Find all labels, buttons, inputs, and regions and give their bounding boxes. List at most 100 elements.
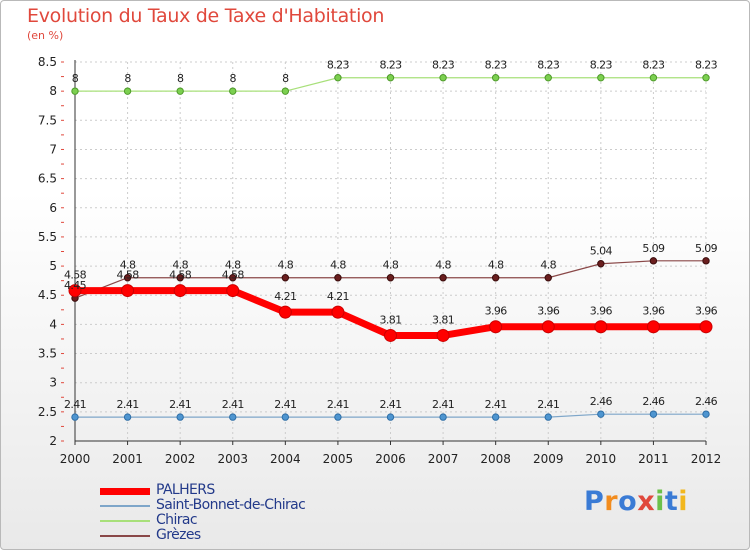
y-tick-label: 7	[49, 142, 57, 156]
legend-label: PALHERS	[156, 482, 215, 498]
x-tick-label: 2006	[375, 452, 406, 466]
data-point-saint-bonnet-de-chirac	[491, 413, 500, 421]
data-point-grezes	[597, 260, 605, 268]
data-point-saint-bonnet-de-chirac	[281, 413, 290, 421]
data-label-chirac: 8.23	[327, 59, 350, 72]
data-label-saint-bonnet-de-chirac: 2.41	[485, 398, 507, 411]
x-tick-label: 2004	[270, 452, 301, 466]
data-label-palhers: 3.96	[537, 305, 560, 318]
data-label-palhers: 3.81	[379, 313, 401, 326]
data-point-saint-bonnet-de-chirac	[71, 413, 79, 421]
data-point-grezes	[281, 274, 290, 282]
data-point-grezes	[649, 257, 658, 265]
data-label-palhers: 3.96	[590, 305, 613, 318]
data-point-chirac	[649, 74, 658, 82]
data-label-grezes: 5.04	[590, 245, 613, 258]
data-label-saint-bonnet-de-chirac: 2.41	[432, 398, 454, 411]
data-point-grezes	[702, 257, 710, 265]
y-tick-label: 6	[49, 201, 57, 215]
chart-title: Evolution du Taux de Taxe d'Habitation	[27, 5, 385, 27]
data-label-grezes: 4.8	[488, 259, 504, 272]
data-point-chirac	[597, 74, 605, 82]
data-point-palhers	[278, 305, 292, 319]
data-point-palhers	[173, 284, 187, 298]
data-label-palhers: 4.21	[327, 290, 349, 303]
data-point-saint-bonnet-de-chirac	[649, 410, 658, 418]
logo-letter: r	[604, 486, 619, 517]
proxiti-logo: Proxiti	[584, 486, 688, 517]
data-point-grezes	[439, 274, 447, 282]
data-point-grezes	[229, 274, 237, 282]
data-label-saint-bonnet-de-chirac: 2.46	[695, 395, 718, 408]
data-point-palhers	[541, 320, 555, 334]
data-label-saint-bonnet-de-chirac: 2.41	[327, 398, 349, 411]
y-tick-label: 4	[49, 317, 57, 331]
data-label-saint-bonnet-de-chirac: 2.46	[590, 395, 613, 408]
data-point-palhers	[331, 305, 345, 319]
data-point-chirac	[702, 74, 710, 82]
legend-label: Chirac	[156, 512, 198, 528]
y-tick-label: 8	[49, 84, 57, 98]
data-label-chirac: 8	[124, 72, 131, 85]
y-tick-label: 5	[49, 259, 57, 273]
data-point-saint-bonnet-de-chirac	[439, 413, 447, 421]
data-point-palhers	[384, 328, 397, 342]
data-label-chirac: 8.23	[485, 59, 508, 72]
data-label-chirac: 8.23	[432, 59, 455, 72]
data-label-saint-bonnet-de-chirac: 2.41	[379, 398, 401, 411]
x-tick-label: 2002	[165, 452, 196, 466]
x-tick-label: 2007	[428, 452, 459, 466]
data-point-chirac	[544, 74, 552, 82]
data-label-grezes: 5.09	[642, 242, 665, 255]
data-label-palhers: 3.96	[695, 305, 718, 318]
data-point-chirac	[386, 74, 395, 82]
data-point-saint-bonnet-de-chirac	[597, 410, 605, 418]
data-point-saint-bonnet-de-chirac	[123, 413, 132, 421]
data-label-grezes: 4.8	[225, 259, 241, 272]
data-point-grezes	[491, 274, 500, 282]
data-label-saint-bonnet-de-chirac: 2.41	[274, 398, 296, 411]
y-tick-label: 8.5	[38, 55, 57, 69]
data-label-chirac: 8	[282, 72, 289, 85]
data-point-palhers	[436, 328, 450, 342]
data-label-saint-bonnet-de-chirac: 2.41	[64, 398, 86, 411]
data-label-palhers: 3.81	[432, 313, 454, 326]
x-tick-label: 2008	[480, 452, 511, 466]
data-label-grezes: 4.8	[172, 259, 188, 272]
legend-swatch	[100, 520, 150, 522]
data-label-grezes: 4.8	[277, 259, 293, 272]
data-point-saint-bonnet-de-chirac	[229, 413, 237, 421]
data-point-chirac	[229, 87, 237, 95]
logo-letter: x	[637, 486, 656, 517]
data-point-palhers	[699, 320, 713, 334]
data-label-palhers: 4.58	[222, 269, 245, 282]
legend-swatch	[100, 487, 150, 495]
legend-label: Grèzes	[156, 527, 201, 543]
y-tick-label: 5.5	[38, 230, 57, 244]
legend-swatch	[100, 535, 150, 537]
data-label-saint-bonnet-de-chirac: 2.41	[222, 398, 244, 411]
data-label-chirac: 8.23	[379, 59, 402, 72]
data-label-grezes: 4.8	[120, 259, 136, 272]
logo-letter: P	[584, 486, 605, 517]
y-tick-label: 3.5	[38, 347, 57, 361]
y-tick-label: 2.5	[38, 405, 57, 419]
data-point-grezes	[544, 274, 552, 282]
data-label-chirac: 8.23	[642, 59, 665, 72]
data-label-grezes: 5.09	[695, 242, 718, 255]
data-label-palhers: 4.58	[117, 269, 140, 282]
data-point-chirac	[123, 87, 132, 95]
data-point-grezes	[334, 274, 342, 282]
y-tick-label: 3	[49, 376, 57, 390]
y-tick-label: 7.5	[38, 113, 57, 127]
data-label-grezes: 4.8	[383, 259, 399, 272]
data-point-saint-bonnet-de-chirac	[176, 413, 184, 421]
data-label-palhers: 4.21	[274, 290, 296, 303]
data-point-palhers	[121, 284, 135, 298]
x-tick-label: 2001	[112, 452, 143, 466]
data-label-palhers: 4.58	[169, 269, 192, 282]
logo-letter: i	[655, 486, 665, 517]
data-label-chirac: 8	[230, 72, 237, 85]
data-label-grezes: 4.8	[540, 259, 556, 272]
data-point-grezes	[386, 274, 395, 282]
